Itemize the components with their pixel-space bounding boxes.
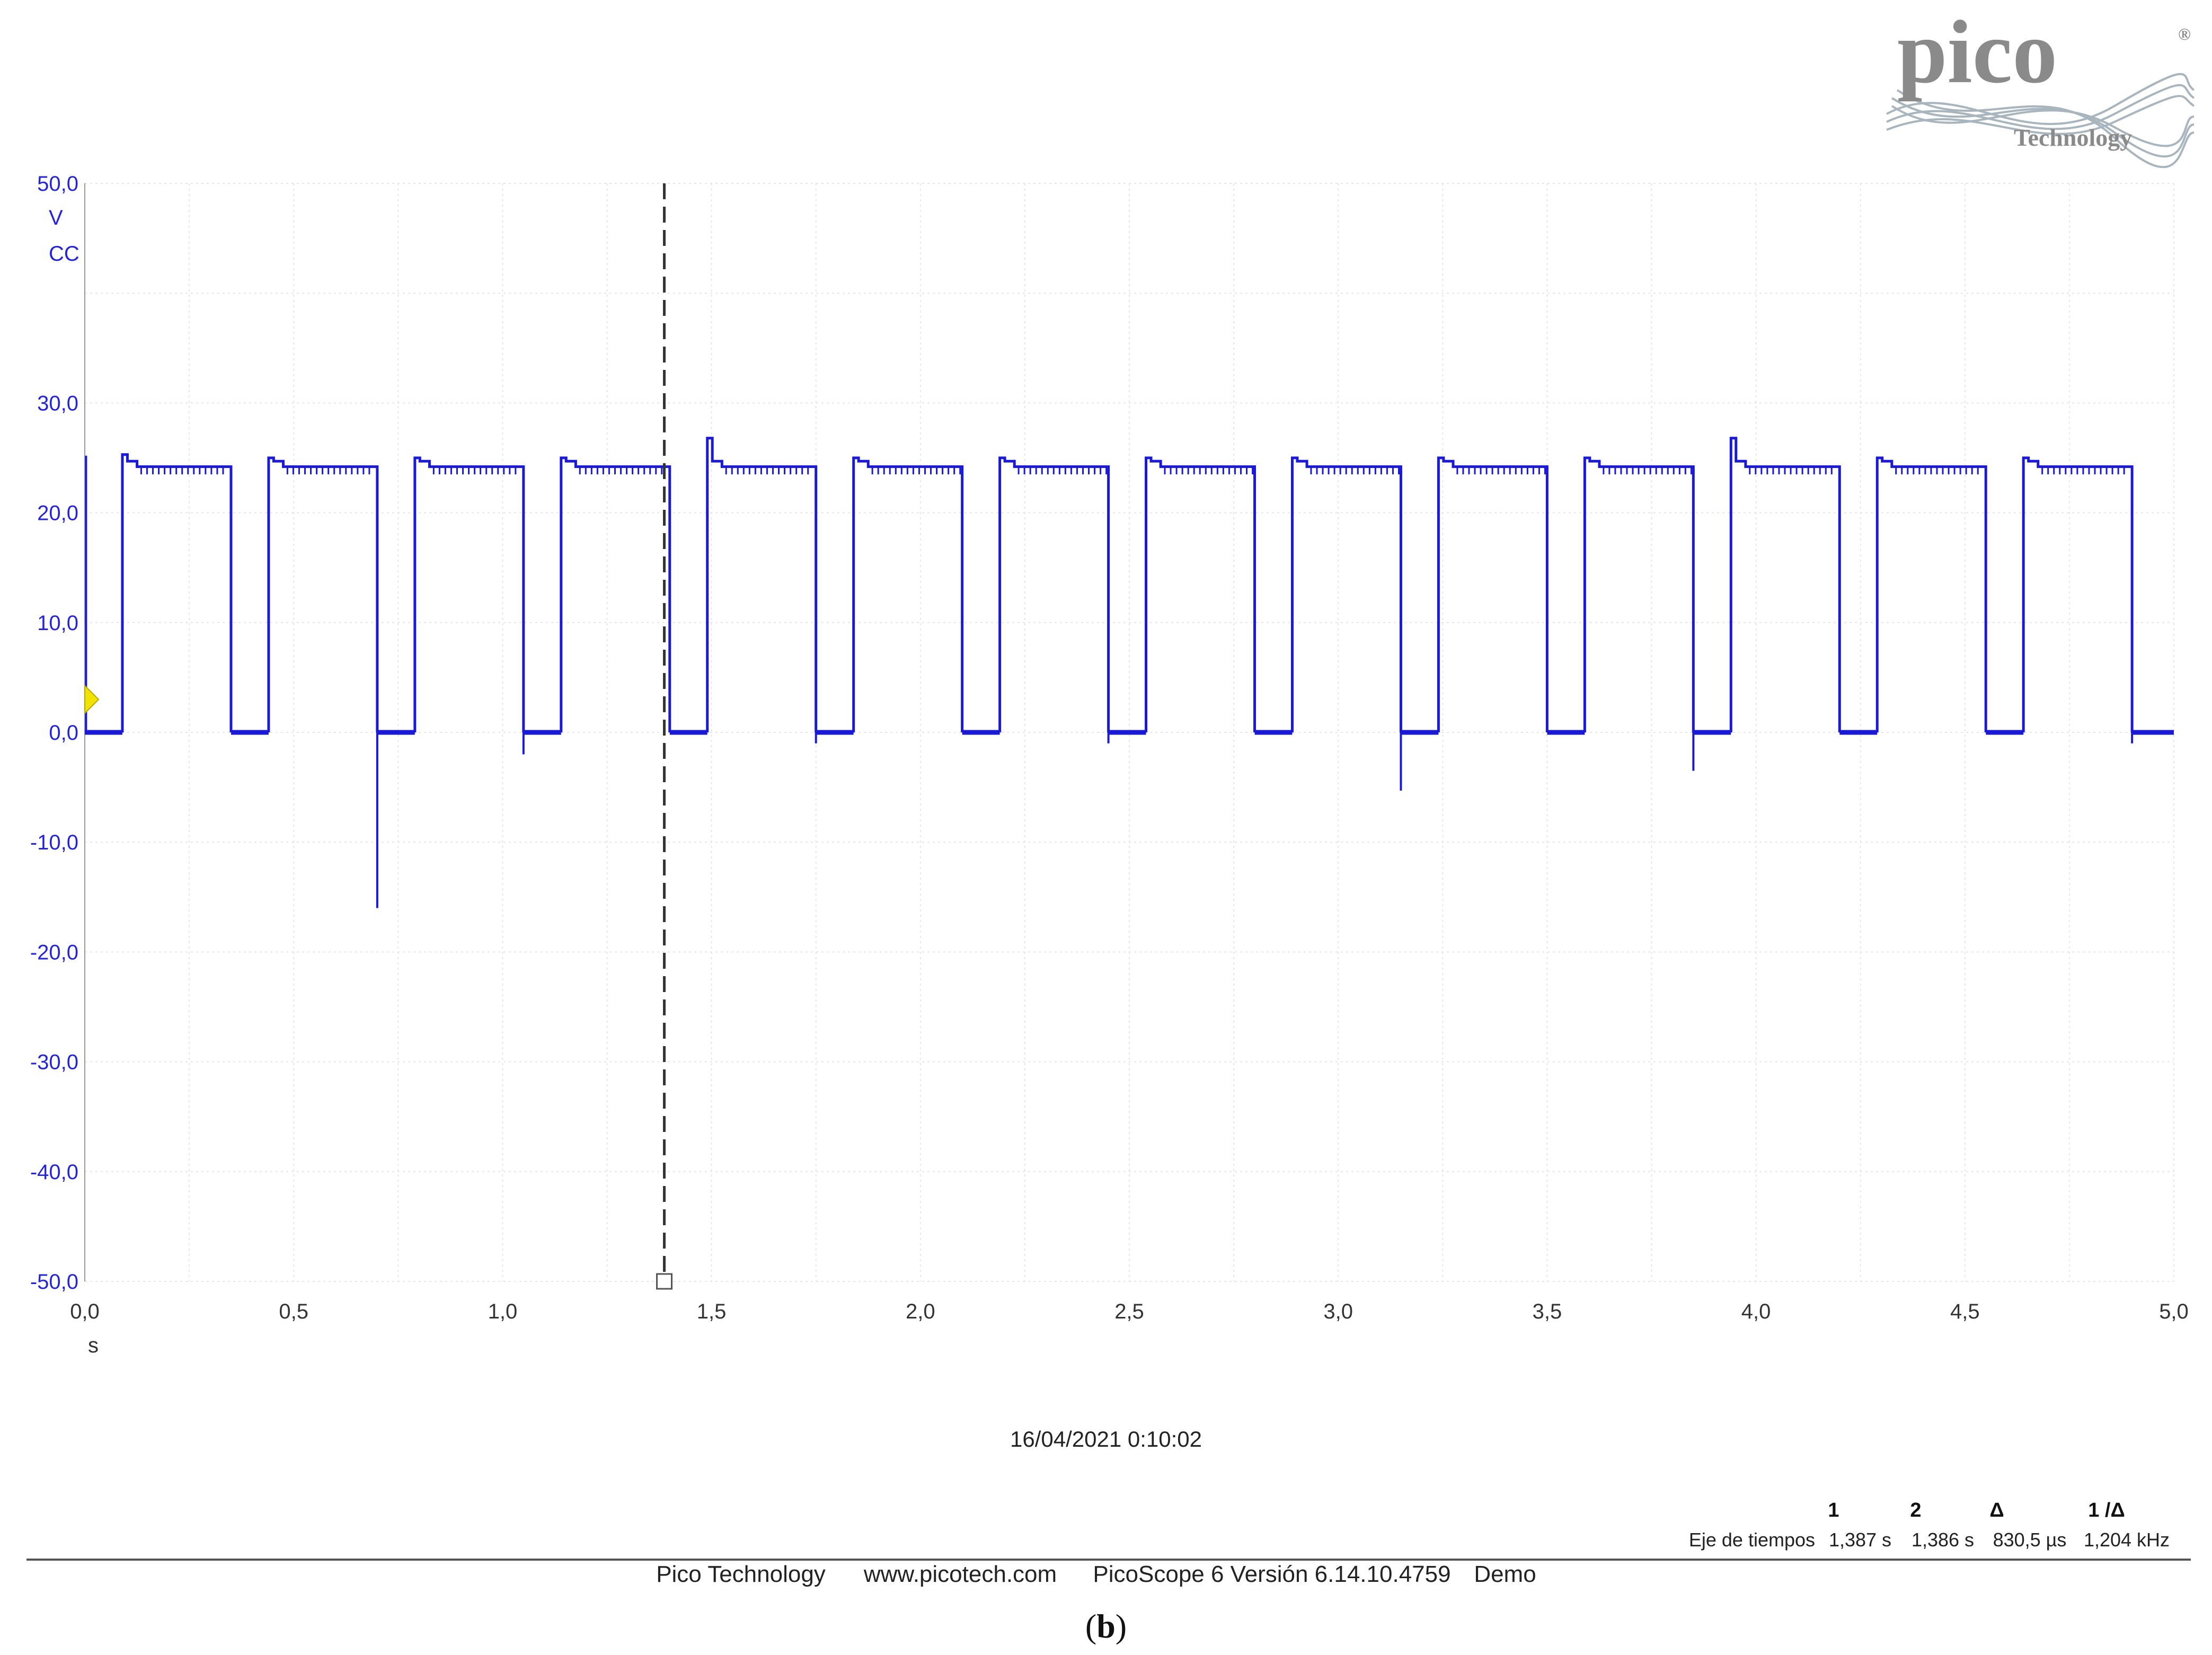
x-tick-label: 2,0 xyxy=(906,1300,935,1323)
x-unit-label: s xyxy=(88,1334,99,1357)
time-cursor-handle[interactable] xyxy=(656,1273,673,1290)
y-tick-label: 20,0 xyxy=(37,502,78,525)
panel-label-close: ) xyxy=(1116,1607,1127,1645)
measure-value-1: 1,387 s xyxy=(1829,1529,1891,1551)
x-tick-label: 0,5 xyxy=(279,1300,308,1323)
y-tick-label: -10,0 xyxy=(30,831,78,854)
logo-wordmark: pico xyxy=(1897,2,2057,102)
signal-ripple xyxy=(1017,466,1108,475)
measurements-table: 1 2 Δ 1 /Δ Eje de tiempos 1,387 s 1,386 … xyxy=(1689,1499,2170,1551)
y-tick-label: -30,0 xyxy=(30,1051,78,1074)
signal-pulse xyxy=(413,456,525,732)
panel-label-open: ( xyxy=(1085,1607,1096,1645)
x-tick-label: 4,0 xyxy=(1741,1300,1771,1323)
signal-pulse xyxy=(2022,456,2134,732)
measure-header-delta: Δ xyxy=(1989,1499,2004,1521)
signal-pulse xyxy=(1875,456,1987,732)
y-tick-label: 30,0 xyxy=(37,392,78,415)
panel-label: (b) xyxy=(1085,1607,1127,1645)
measure-header-1: 1 xyxy=(1828,1499,1839,1521)
signal-pulse xyxy=(267,456,379,732)
signal-spikes xyxy=(376,732,2134,908)
x-tick-label: 2,5 xyxy=(1114,1300,1144,1323)
measure-value-2: 1,386 s xyxy=(1912,1529,1974,1551)
measure-row-label: Eje de tiempos xyxy=(1689,1529,1815,1551)
signal-ripple xyxy=(1310,466,1400,475)
pico-logo: pico ® Technology xyxy=(1886,2,2195,169)
y-tick-labels: 50,0 30,0 20,0 10,0 0,0 -10,0 -20,0 -30,0 -40,0 -… xyxy=(30,172,78,1294)
signal-pulse xyxy=(852,456,964,732)
footer-website: www.picotech.com xyxy=(863,1561,1057,1587)
logo-subtitle: Technology xyxy=(2014,124,2132,151)
x-tick-label: 1,5 xyxy=(697,1300,727,1323)
capture-timestamp: 16/04/2021 0:10:02 xyxy=(1010,1427,1202,1452)
signal-pulse xyxy=(1290,456,1402,732)
plot-area: 50,0 30,0 20,0 10,0 0,0 -10,0 -20,0 -30,0 -40,0 -… xyxy=(30,172,2189,1323)
footer-mode: Demo xyxy=(1474,1561,1536,1587)
x-tick-labels: 0,0 0,5 1,0 1,5 2,0 2,5 3,0 3,5 4,0 4,5 5,0 xyxy=(70,1300,2189,1323)
measure-value-inverse-delta: 1,204 kHz xyxy=(2084,1529,2170,1551)
signal-ripple xyxy=(1456,466,1546,475)
y-tick-label: 10,0 xyxy=(37,612,78,635)
signal-pulse xyxy=(560,456,671,732)
signal-ripple xyxy=(286,466,370,475)
y-tick-label: -20,0 xyxy=(30,941,78,964)
measure-header-2: 2 xyxy=(1910,1499,1921,1521)
panel-label-letter: b xyxy=(1096,1607,1116,1645)
signal-pulse xyxy=(1145,456,1257,732)
signal-ripple xyxy=(140,466,224,475)
footer-company: Pico Technology xyxy=(656,1561,826,1587)
signal-trace xyxy=(85,437,2174,735)
x-tick-label: 4,5 xyxy=(1950,1300,1980,1323)
signal-ripple xyxy=(1603,466,1692,475)
y-tick-label: -50,0 xyxy=(30,1270,78,1294)
signal-pulse xyxy=(998,456,1110,732)
signal-pulse xyxy=(1729,437,1841,732)
logo-registered-mark: ® xyxy=(2178,24,2191,43)
x-tick-label: 5,0 xyxy=(2159,1300,2189,1323)
y-tick-label: 50,0 xyxy=(37,172,78,196)
signal-ripple xyxy=(1895,466,1979,475)
x-tick-label: 3,5 xyxy=(1533,1300,1562,1323)
signal-ripple xyxy=(432,466,517,475)
signal-ripple xyxy=(1749,466,1833,475)
signal-ripple xyxy=(579,466,663,475)
signal-ripple xyxy=(725,466,809,475)
y-tick-label: -40,0 xyxy=(30,1161,78,1184)
x-tick-label: 3,0 xyxy=(1323,1300,1353,1323)
y-tick-label: 0,0 xyxy=(49,721,78,745)
signal-pulse xyxy=(1583,456,1695,732)
measure-value-delta: 830,5 µs xyxy=(1993,1529,2067,1551)
x-tick-label: 0,0 xyxy=(70,1300,100,1323)
signal-ripple xyxy=(871,466,961,475)
signal-pulse xyxy=(1437,456,1549,732)
signal-pulse xyxy=(706,437,818,732)
measure-header-inverse-delta: 1 /Δ xyxy=(2088,1499,2125,1521)
x-tick-label: 1,0 xyxy=(488,1300,518,1323)
signal-ripple xyxy=(1164,466,1254,475)
signal-pulse xyxy=(121,453,233,732)
trigger-marker-icon[interactable] xyxy=(84,684,100,715)
logo-wave-icon xyxy=(1886,73,2195,169)
signal-ripple xyxy=(2041,466,2125,475)
y-coupling-label: CC xyxy=(49,242,79,265)
y-unit-label: V xyxy=(49,206,63,229)
footer-version: PicoScope 6 Versión 6.14.10.4759 xyxy=(1093,1561,1450,1587)
